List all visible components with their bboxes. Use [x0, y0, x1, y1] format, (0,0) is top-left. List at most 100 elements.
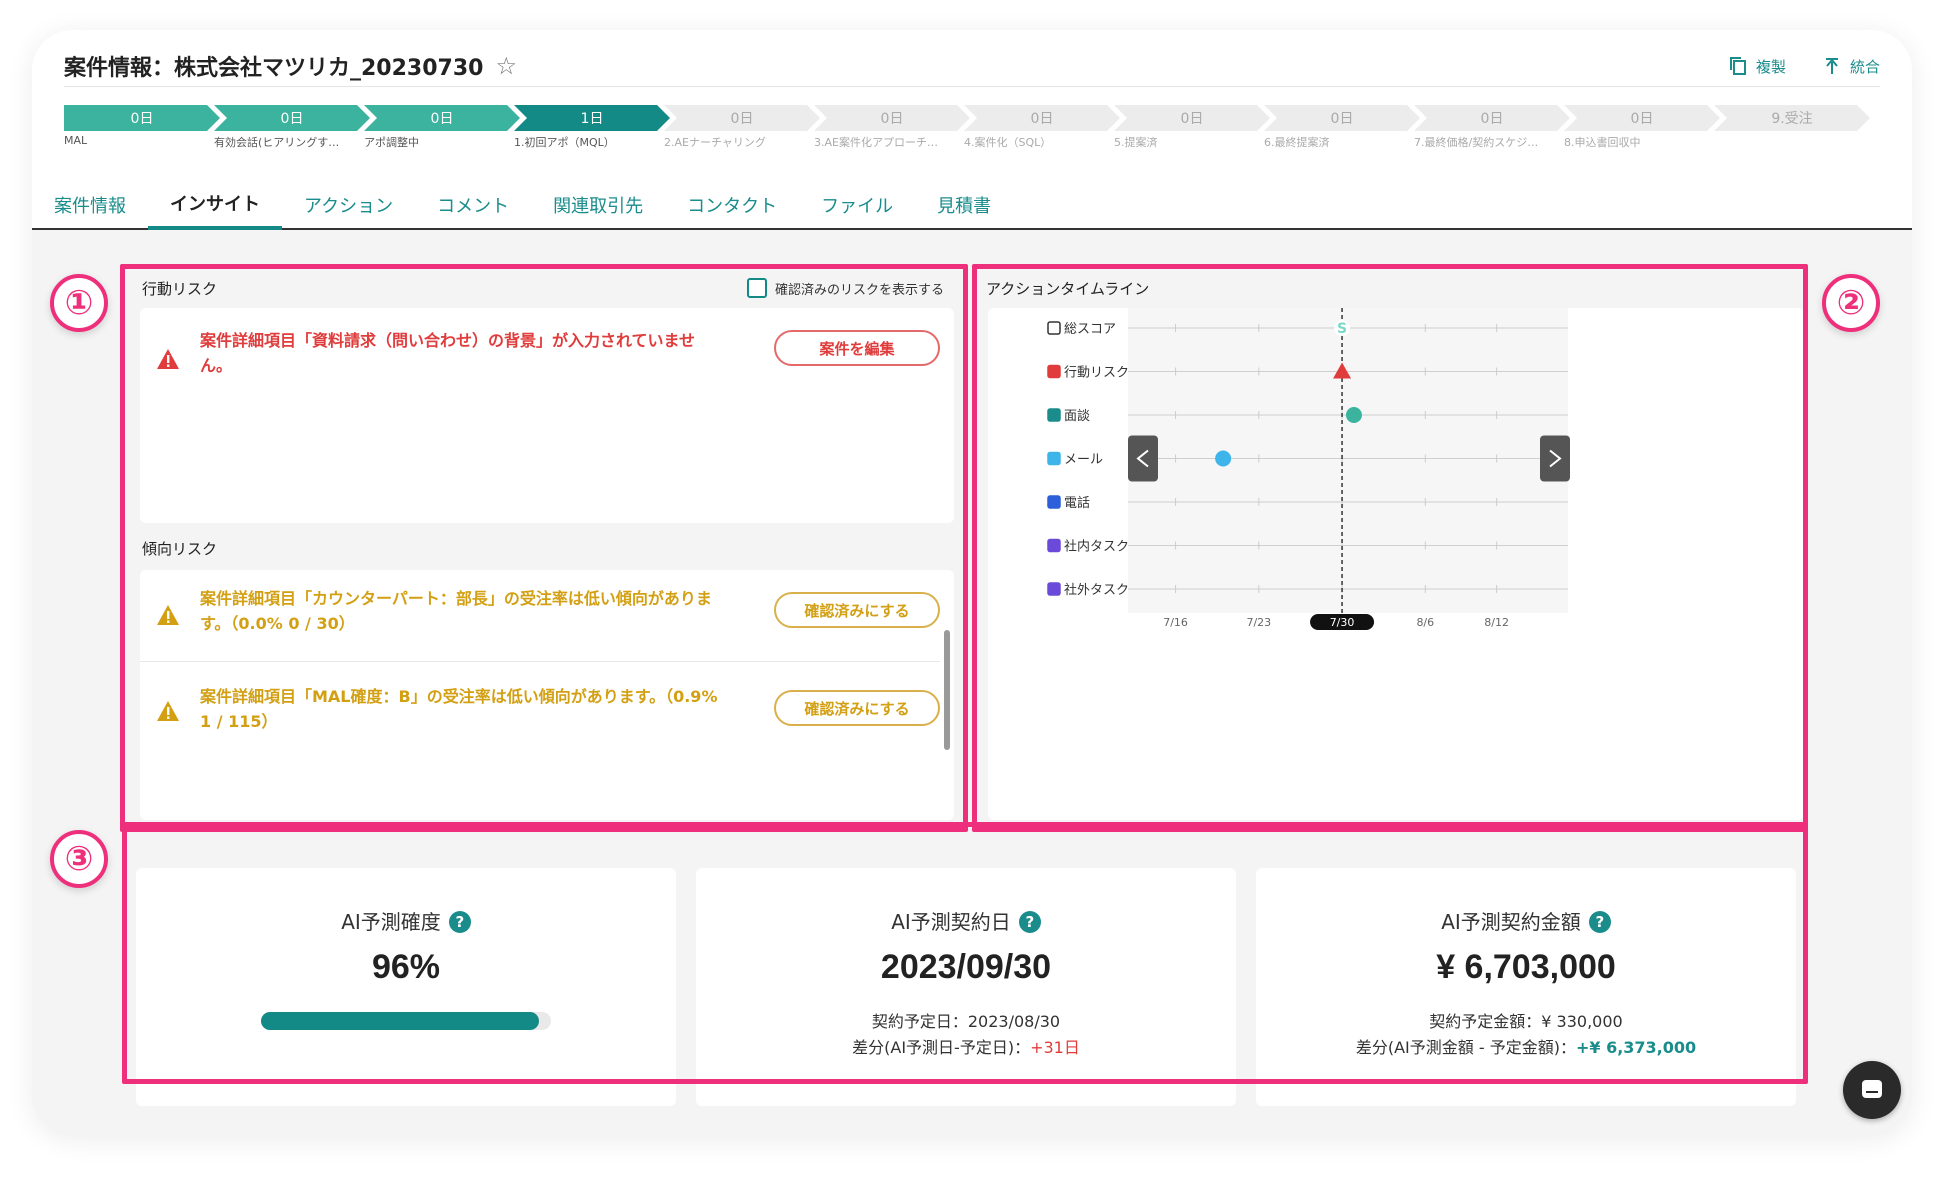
tab-bar: 案件情報 インサイト アクション コメント 関連取引先 コンタクト ファイル 見積書	[32, 180, 1013, 230]
date-label: 7/30	[1330, 616, 1355, 629]
show-confirmed-checkbox[interactable]: 確認済みのリスクを表示する	[746, 278, 944, 298]
timeline-title: アクションタイムライン	[986, 280, 1150, 298]
merge-button[interactable]: 統合	[1822, 56, 1880, 77]
timeline-prev-button[interactable]	[1128, 435, 1158, 482]
tab-0[interactable]: 案件情報	[54, 196, 126, 217]
row-label: 電話	[1064, 495, 1090, 511]
stage-label: 4.案件化（SQL）	[964, 136, 1052, 149]
stage-label: 2.AEナーチャリング	[664, 136, 766, 149]
kpi-value: ¥ 6,703,000	[1436, 948, 1616, 986]
tab-1[interactable]: インサイト	[148, 180, 282, 230]
title-divider	[64, 86, 1880, 87]
trend-risk-text: 案件詳細項目「カウンターパート：部長」の受注率は低い傾向がありま す。（0.0%…	[200, 589, 712, 633]
chat-icon	[1862, 1080, 1882, 1098]
merge-label: 統合	[1849, 57, 1880, 76]
stage-step[interactable]: 0日	[1564, 105, 1720, 131]
stage-step[interactable]: 0日	[1264, 105, 1420, 131]
building-icon	[1047, 538, 1061, 553]
highlight-risk	[120, 264, 968, 832]
row-label: メール	[1064, 453, 1103, 468]
building-icon	[1047, 582, 1061, 596]
behavior-risk-text: 案件詳細項目「資料請求（問い合わせ）の背景」が入力されていませ ん。	[200, 331, 696, 375]
stage-step[interactable]: 0日	[664, 105, 820, 131]
copy-button[interactable]: 複製	[1728, 56, 1786, 77]
current-date-pill	[1310, 614, 1375, 630]
score-marker	[1334, 320, 1351, 336]
tab-6[interactable]: ファイル	[821, 196, 894, 217]
behavior-risk-list: 案件詳細項目「資料請求（問い合わせ）の背景」が入力されていませ ん。 案件を編集	[140, 308, 954, 523]
progress-track	[261, 1012, 551, 1030]
kpi-value: 2023/09/30	[880, 948, 1052, 986]
stage-step[interactable]: 0日	[1414, 105, 1570, 131]
stage-label: 6.最終提案済	[1264, 136, 1330, 149]
kpi-label: AI予測契約日?	[696, 906, 1236, 935]
edit-deal-button[interactable]: 案件を編集	[774, 330, 940, 366]
date-label: 8/6	[1416, 616, 1434, 629]
highlight-kpis	[122, 822, 1808, 1084]
tab-3[interactable]: コメント	[437, 196, 510, 217]
chevron-right-icon	[1549, 449, 1562, 468]
stage-step[interactable]: 0日	[364, 105, 520, 131]
help-icon[interactable]: ?	[448, 911, 471, 933]
kpi-sub-diff: 差分(AI予測金額 - 予定金額)：+¥ 6,373,000	[1355, 1038, 1697, 1057]
kpi-contract-date: AI予測契約日? 2023/09/30 契約予定日：2023/08/30 差分(…	[696, 868, 1236, 1106]
stage-step[interactable]: 1日	[514, 105, 670, 131]
kpi-sub-diff: 差分(AI予測日-予定日)：+31日	[852, 1038, 1080, 1057]
progress-fill	[261, 1012, 540, 1030]
stage-step[interactable]: 9.受注	[1714, 105, 1870, 131]
stage-step[interactable]: 0日	[1114, 105, 1270, 131]
help-icon[interactable]: ?	[1588, 911, 1611, 933]
timeline-panel: アクションタイムライン 総スコア 行動リスク 面談 メール 電話 社内タスク 社外タスク 7/…	[984, 270, 1810, 830]
help-icon[interactable]: ?	[1018, 911, 1041, 933]
timeline-body: 総スコア 行動リスク 面談 メール 電話 社内タスク 社外タスク 7/16 7/23 7/30 8/…	[988, 308, 1804, 820]
stage-label: 8.申込書回収中	[1564, 136, 1641, 149]
warning-icon	[157, 349, 179, 369]
behavior-risk-title: 行動リスク	[142, 280, 218, 298]
date-label: 7/16	[1163, 616, 1188, 629]
row-label: 社内タスク	[1064, 539, 1129, 555]
stage-bar: 0日 0日 0日 1日 0日 0日 0日 0日 0日 0日 0日 9.受注	[64, 105, 1884, 131]
phone-icon	[1047, 495, 1061, 509]
copy-label: 複製	[1755, 57, 1786, 76]
stage-step[interactable]: 0日	[964, 105, 1120, 131]
stage-step[interactable]: 0日	[814, 105, 970, 131]
stage-step[interactable]: 0日	[64, 105, 220, 131]
stage-label: MAL	[64, 134, 88, 147]
stage-label: アポ調整中	[364, 136, 419, 149]
kpi-label: AI予測確度?	[136, 906, 676, 935]
checkbox-box[interactable]	[746, 278, 767, 298]
briefcase-icon	[1047, 408, 1061, 422]
badge-3: ③	[50, 830, 108, 888]
mark-confirmed-button[interactable]: 確認済みにする	[774, 592, 940, 628]
date-label: 7/23	[1246, 616, 1271, 629]
chevron-left-icon	[1136, 449, 1149, 468]
checkbox-label: 確認済みのリスクを表示する	[774, 282, 944, 298]
highlight-timeline	[972, 264, 1808, 832]
star-icon[interactable]: ☆	[495, 52, 517, 80]
deal-card: 案件情報：株式会社マツリカ_20230730 ☆ 複製 統合 0日 0日 0日 1日 0…	[32, 30, 1912, 1135]
mark-confirmed-button[interactable]: 確認済みにする	[774, 690, 940, 726]
title-row: 案件情報：株式会社マツリカ_20230730 ☆	[64, 46, 517, 86]
chat-button[interactable]	[1843, 1061, 1901, 1119]
tab-7[interactable]: 見積書	[937, 196, 992, 217]
mail-event-marker	[1215, 450, 1232, 467]
header: 案件情報：株式会社マツリカ_20230730 ☆ 複製 統合 0日 0日 0日 1日 0…	[32, 30, 1912, 230]
stage-label: 3.AE案件化アプローチ…	[814, 136, 938, 149]
stage-label: 5.提案済	[1114, 136, 1158, 149]
merge-icon	[1825, 58, 1838, 74]
tab-2[interactable]: アクション	[304, 196, 394, 217]
meeting-event-marker	[1345, 407, 1362, 423]
scrollbar[interactable]	[944, 630, 950, 750]
risk-event-marker	[1333, 362, 1352, 379]
stage-step[interactable]: 0日	[214, 105, 370, 131]
tab-5[interactable]: コンタクト	[687, 196, 778, 217]
list-item: 案件詳細項目「MAL確度：B」の受注率は低い傾向があります。（0.9% 1 / …	[140, 662, 940, 760]
header-actions: 複製 統合	[1728, 46, 1880, 86]
tab-4[interactable]: 関連取引先	[553, 196, 644, 217]
copy-icon	[1729, 57, 1746, 75]
badge-2: ②	[1822, 274, 1880, 332]
mail-icon	[1047, 451, 1061, 466]
timeline-next-button[interactable]	[1540, 435, 1570, 482]
list-item: 案件詳細項目「カウンターパート：部長」の受注率は低い傾向がありま す。（0.0%…	[140, 570, 940, 662]
